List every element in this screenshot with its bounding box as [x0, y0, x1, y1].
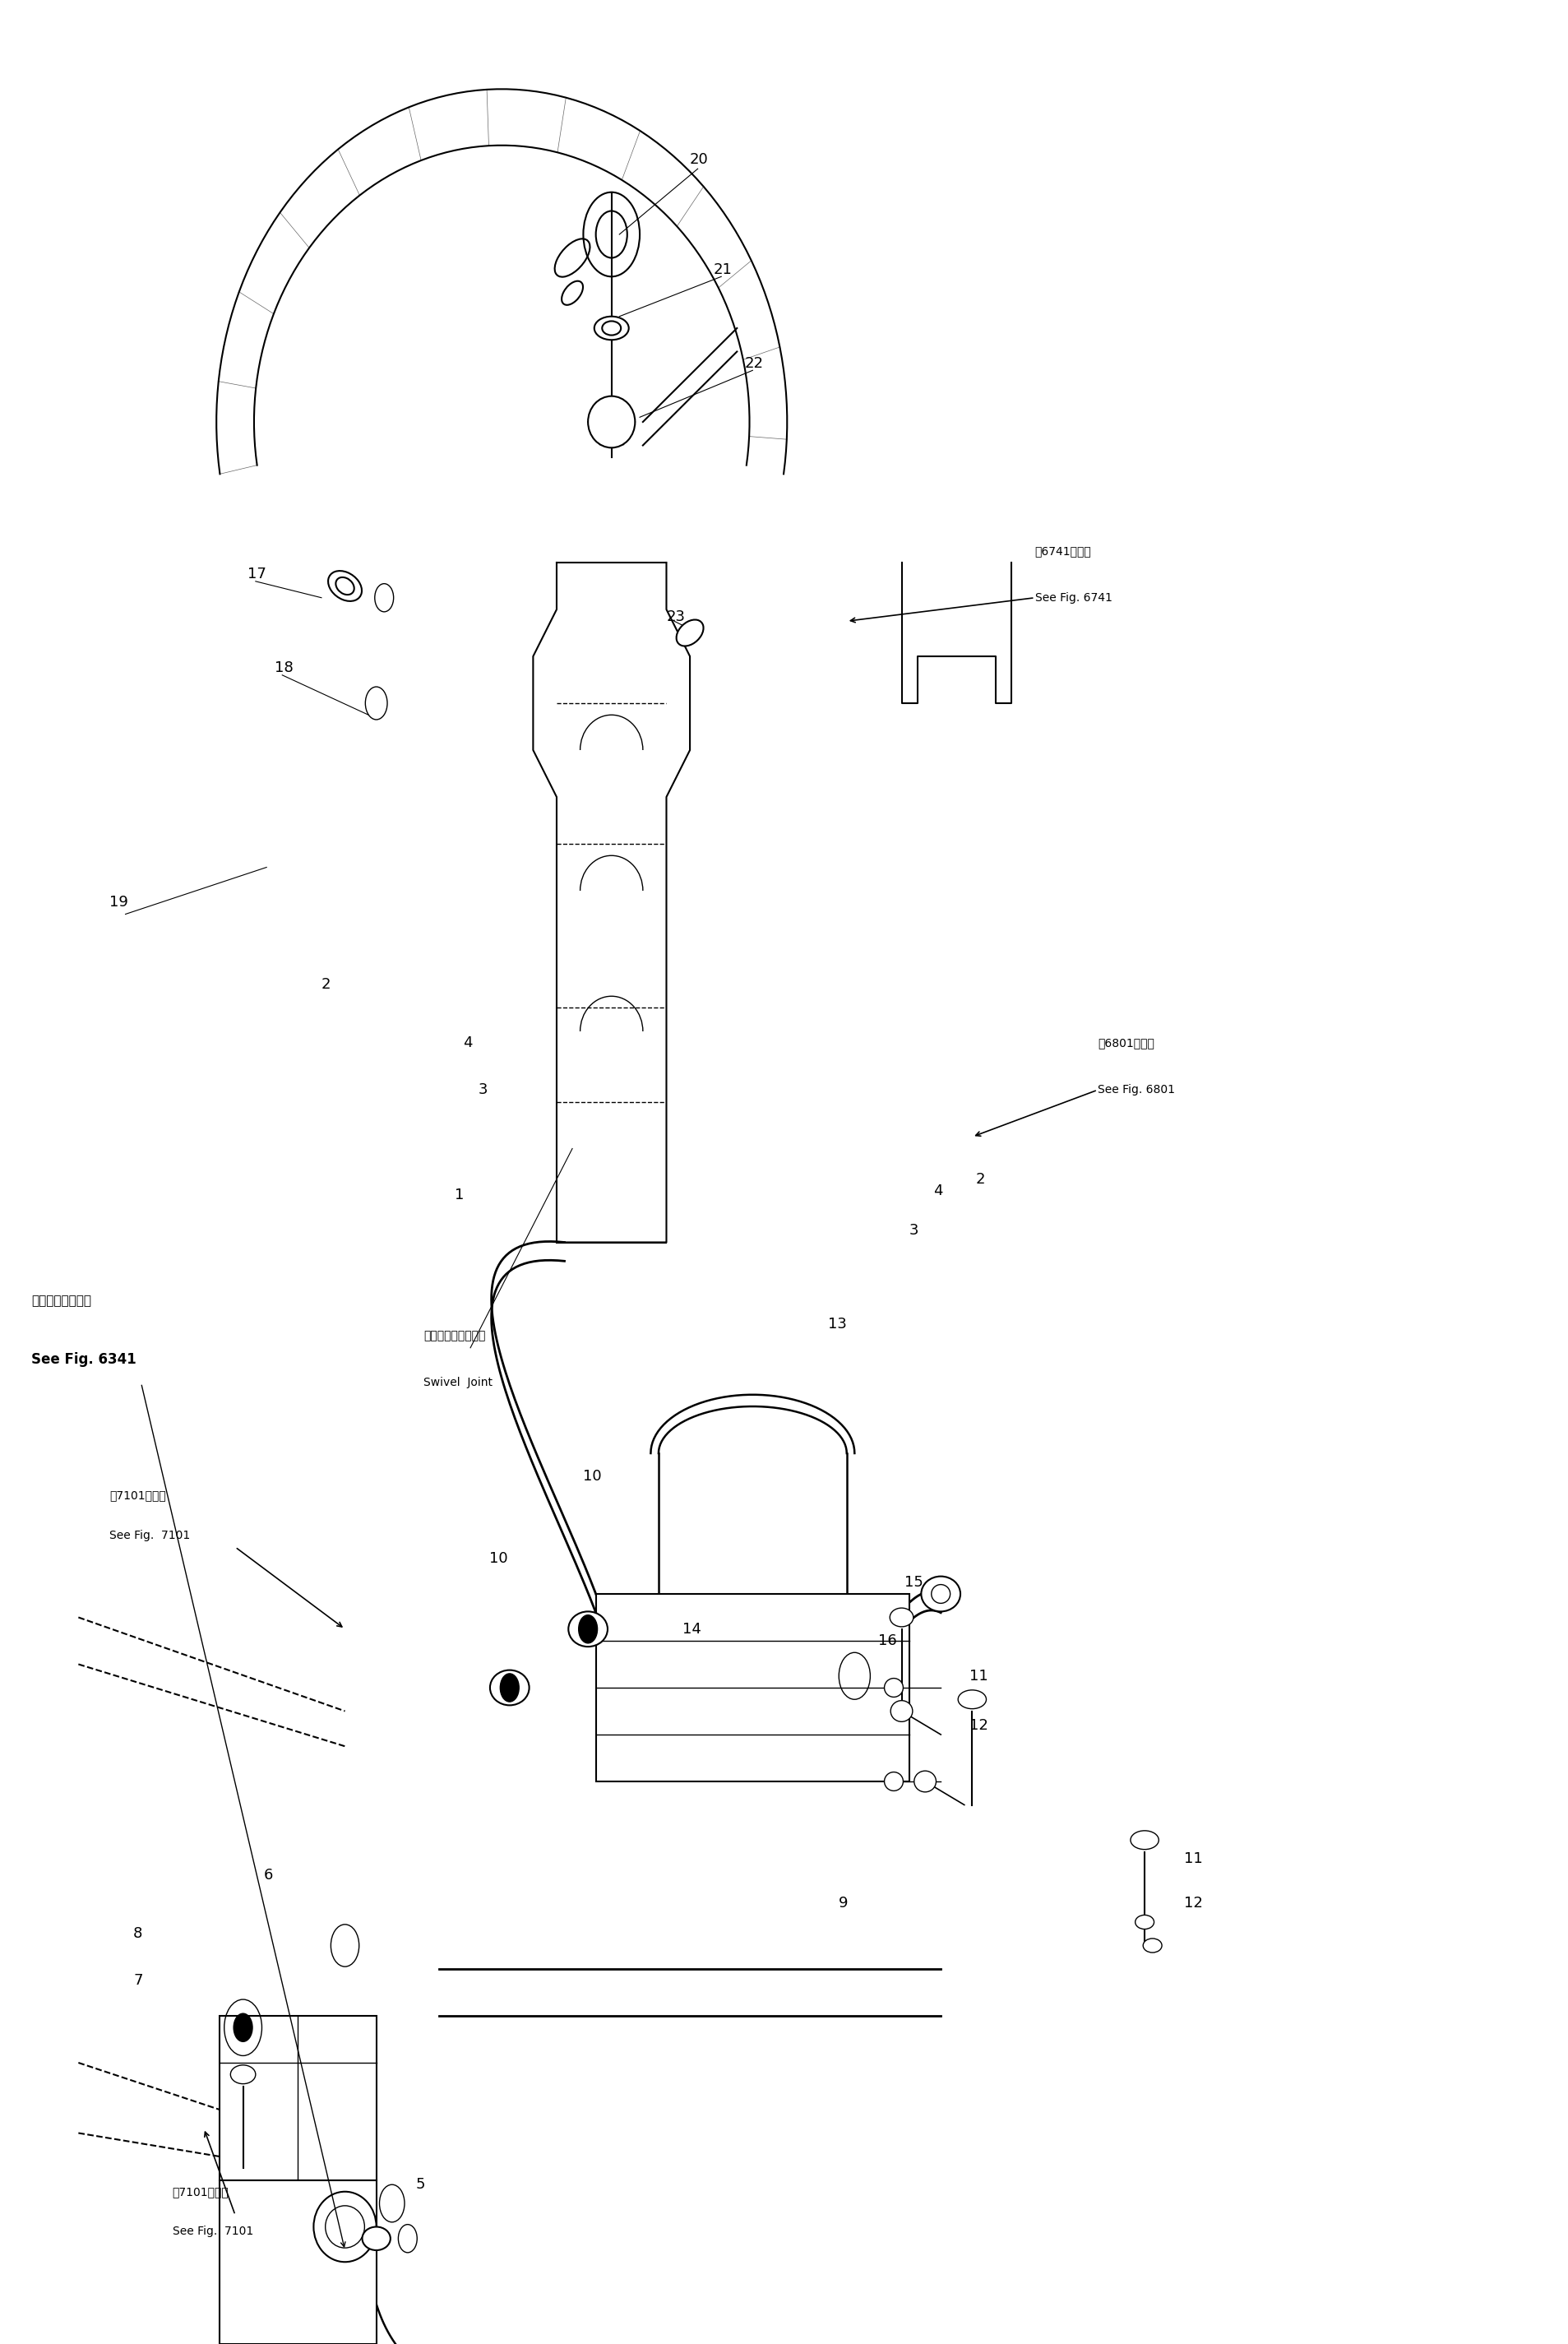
Text: 10: 10 — [489, 1552, 508, 1566]
Text: 11: 11 — [969, 1669, 988, 1683]
Text: 20: 20 — [690, 152, 709, 166]
Text: 第7101図参照: 第7101図参照 — [110, 1491, 166, 1500]
Text: See Fig. 6741: See Fig. 6741 — [1035, 593, 1112, 602]
Text: 第6801図参照: 第6801図参照 — [1098, 1038, 1154, 1048]
Circle shape — [579, 1615, 597, 1643]
Ellipse shape — [561, 281, 583, 305]
Text: 18: 18 — [274, 661, 293, 675]
Ellipse shape — [931, 1585, 950, 1603]
Ellipse shape — [568, 1613, 608, 1645]
Text: 7: 7 — [133, 1974, 143, 1988]
Ellipse shape — [336, 577, 354, 595]
Ellipse shape — [594, 316, 629, 340]
Text: 13: 13 — [828, 1317, 847, 1331]
Ellipse shape — [1143, 1938, 1162, 1953]
Ellipse shape — [588, 396, 635, 448]
Text: 17: 17 — [248, 567, 267, 581]
Circle shape — [500, 1674, 519, 1702]
Ellipse shape — [914, 1772, 936, 1793]
Text: 12: 12 — [1184, 1896, 1203, 1910]
Ellipse shape — [230, 2065, 256, 2084]
Ellipse shape — [922, 1578, 960, 1613]
Ellipse shape — [958, 1690, 986, 1709]
Bar — [220, 2180, 376, 2344]
Ellipse shape — [314, 2192, 376, 2262]
Ellipse shape — [676, 619, 704, 647]
Text: 4: 4 — [463, 1036, 472, 1050]
Text: 12: 12 — [969, 1718, 988, 1732]
Text: See Fig. 6341: See Fig. 6341 — [31, 1352, 136, 1367]
Ellipse shape — [891, 1702, 913, 1720]
Ellipse shape — [362, 2227, 390, 2250]
Text: See Fig.  7101: See Fig. 7101 — [172, 2227, 254, 2236]
Text: 4: 4 — [933, 1184, 942, 1198]
Ellipse shape — [1135, 1915, 1154, 1929]
Text: 11: 11 — [1184, 1852, 1203, 1866]
Text: 第7101図参照: 第7101図参照 — [172, 2187, 229, 2196]
Ellipse shape — [1131, 1831, 1159, 1849]
Text: スイベルジョイント: スイベルジョイント — [423, 1331, 486, 1341]
Text: See Fig. 6801: See Fig. 6801 — [1098, 1085, 1174, 1095]
Text: 23: 23 — [666, 609, 685, 624]
Text: 21: 21 — [713, 263, 732, 277]
Bar — [220, 2016, 376, 2180]
Ellipse shape — [884, 1772, 903, 1791]
Text: 14: 14 — [682, 1622, 701, 1636]
Text: 19: 19 — [110, 895, 129, 909]
Text: 15: 15 — [905, 1575, 924, 1589]
Ellipse shape — [489, 1669, 528, 1706]
Bar — [596, 1594, 909, 1781]
Text: 2: 2 — [321, 977, 331, 992]
Text: 6: 6 — [263, 1868, 273, 1882]
Text: 3: 3 — [909, 1224, 919, 1238]
Circle shape — [234, 2013, 252, 2042]
Text: 第６３４１図参照: 第６３４１図参照 — [31, 1294, 91, 1308]
Text: 9: 9 — [839, 1896, 848, 1910]
Text: Swivel  Joint: Swivel Joint — [423, 1378, 492, 1388]
Ellipse shape — [555, 239, 590, 277]
Text: 第6741図参照: 第6741図参照 — [1035, 546, 1091, 556]
Text: 5: 5 — [416, 2178, 425, 2192]
Text: 16: 16 — [878, 1634, 897, 1648]
Text: 2: 2 — [975, 1172, 985, 1186]
Text: 1: 1 — [455, 1188, 464, 1202]
Text: See Fig.  7101: See Fig. 7101 — [110, 1531, 191, 1540]
Ellipse shape — [602, 321, 621, 335]
Ellipse shape — [889, 1608, 913, 1627]
Ellipse shape — [326, 2206, 364, 2248]
Text: 8: 8 — [133, 1927, 143, 1941]
Ellipse shape — [328, 572, 362, 600]
Text: 3: 3 — [478, 1083, 488, 1097]
Text: 10: 10 — [583, 1470, 602, 1484]
Ellipse shape — [884, 1678, 903, 1697]
Text: 22: 22 — [745, 356, 764, 370]
